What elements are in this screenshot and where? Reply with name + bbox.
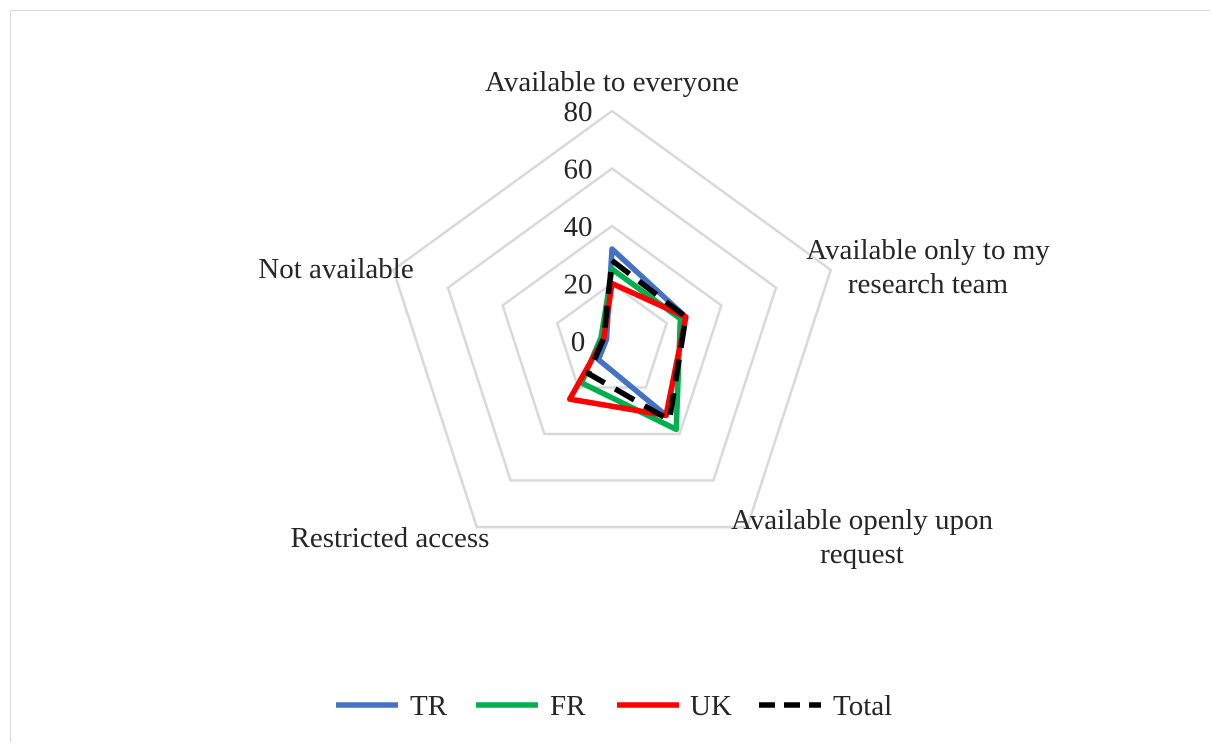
grid-ring-80 <box>391 109 833 529</box>
legend-item-total: Total <box>759 690 892 722</box>
legend-label: Total <box>833 690 892 722</box>
grid-ring-20 <box>555 281 669 389</box>
tick-label: 60 <box>564 154 593 186</box>
legend-label: TR <box>410 690 448 722</box>
series-uk-line <box>567 280 689 419</box>
legend-item-tr: TR <box>336 690 448 722</box>
category-label: Available to everyone <box>485 66 739 98</box>
category-label: Available only to my research team <box>806 234 1050 300</box>
category-label: Available openly upon request <box>731 504 994 570</box>
tick-labels: 0 20 40 60 80 <box>564 96 593 358</box>
legend-label: FR <box>550 690 586 722</box>
grid-ring-40 <box>501 224 723 436</box>
tick-label: 80 <box>564 96 593 128</box>
legend-label: UK <box>690 690 732 722</box>
category-labels: Available to everyone Available only to m… <box>258 66 1050 570</box>
grid-layer <box>391 109 833 529</box>
tick-label: 0 <box>571 326 586 358</box>
legend: TR FR UK Total <box>336 690 892 722</box>
category-label: Not available <box>258 253 413 285</box>
tick-label: 20 <box>564 269 593 301</box>
category-label: Restricted access <box>291 522 490 554</box>
series-total-line <box>585 257 689 423</box>
legend-item-fr: FR <box>476 690 586 722</box>
tick-label: 40 <box>564 211 593 243</box>
grid-ring-60 <box>446 166 778 482</box>
legend-item-uk: UK <box>617 690 732 722</box>
series-layer <box>567 246 689 433</box>
